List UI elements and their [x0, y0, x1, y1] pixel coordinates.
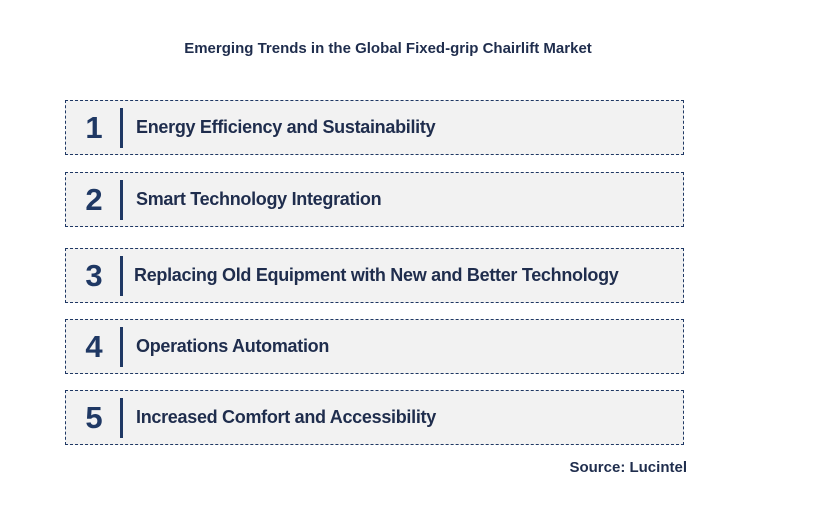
trend-item-5: 5 Increased Comfort and Accessibility — [65, 390, 684, 445]
divider-bar — [120, 108, 123, 148]
trend-label: Replacing Old Equipment with New and Bet… — [134, 265, 619, 285]
trend-item-4: 4 Operations Automation — [65, 319, 684, 374]
trend-label: Increased Comfort and Accessibility — [136, 407, 436, 427]
trend-number: 1 — [85, 109, 103, 145]
divider-bar — [120, 398, 123, 438]
divider-bar — [120, 327, 123, 367]
diagram-title: Emerging Trends in the Global Fixed-grip… — [184, 40, 592, 57]
trend-label: Smart Technology Integration — [136, 189, 382, 209]
trend-label: Operations Automation — [136, 336, 330, 356]
trend-number: 5 — [85, 399, 103, 435]
trend-item-3: 3 Replacing Old Equipment with New and B… — [65, 248, 684, 303]
divider-bar — [120, 256, 123, 296]
trend-label: Energy Efficiency and Sustainability — [136, 117, 436, 137]
trend-number: 2 — [85, 181, 103, 217]
trend-item-1: 1 Energy Efficiency and Sustainability — [65, 100, 684, 155]
trend-item-2: 2 Smart Technology Integration — [65, 172, 684, 227]
divider-bar — [120, 180, 123, 220]
trend-number: 3 — [85, 257, 103, 293]
source-note: Source: Lucintel — [569, 459, 687, 476]
trend-number: 4 — [85, 328, 103, 364]
